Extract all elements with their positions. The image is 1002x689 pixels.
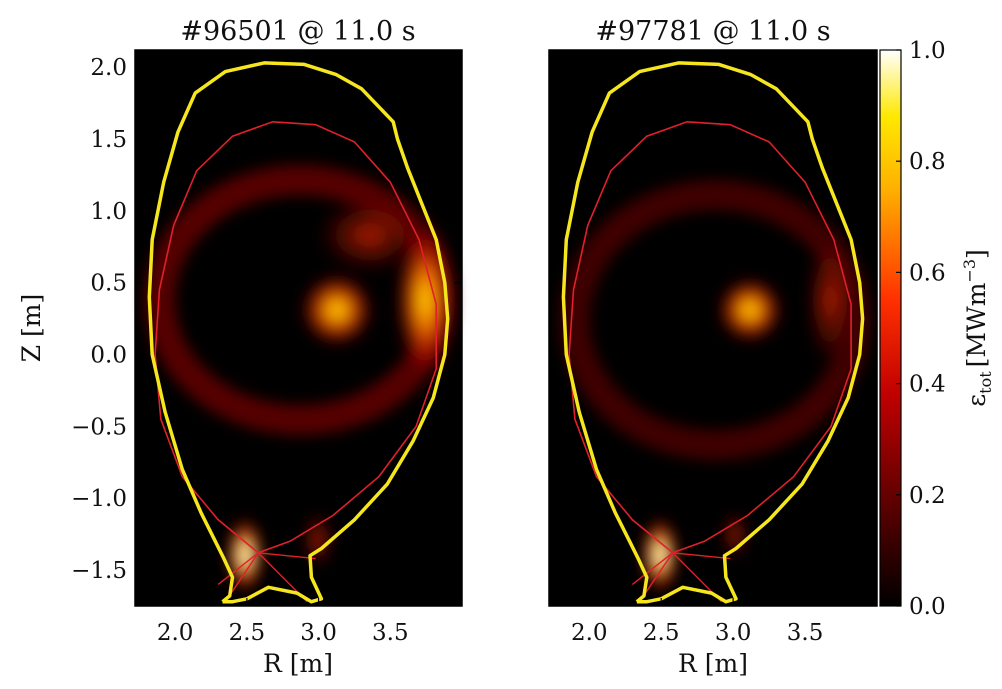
- panel-right: #97781 @ 11.0 s 2.0 2.5 3.0 3.5 R [m]: [548, 16, 878, 678]
- title-left: #96501 @ 11.0 s: [180, 16, 415, 47]
- xtick-label: 3.0: [300, 620, 337, 646]
- xtick-label: 2.0: [571, 620, 608, 646]
- colorbar: 1.0 0.8 0.6 0.4 0.2 0.0 εtot [MWm−3]: [879, 38, 995, 620]
- xtick-label: 2.5: [643, 620, 680, 646]
- colorbar-label-sup: −3: [960, 259, 979, 283]
- first-wall-line: [561, 61, 865, 604]
- colorbar-tick-label: 0.6: [909, 260, 946, 286]
- ylabel-left: Z [m]: [17, 294, 46, 363]
- ytick-label: 1.0: [90, 199, 127, 225]
- xlabel-left: R [m]: [263, 649, 333, 678]
- colorbar-label-unit: [MWm: [962, 282, 991, 367]
- xtick-label: 3.5: [372, 620, 409, 646]
- axes-frame-right: [548, 49, 878, 607]
- separatrix-leg-3: [672, 552, 731, 560]
- xticks-left: 2.0 2.5 3.0 3.5: [157, 50, 409, 646]
- xticks-right: 2.0 2.5 3.0 3.5: [571, 50, 823, 646]
- separatrix-leg-3: [258, 552, 316, 560]
- separatrix-line: [568, 120, 852, 554]
- xtick-label: 3.5: [787, 620, 824, 646]
- colorbar-label-main: ε: [962, 394, 991, 407]
- colorbar-tick-label: 0.8: [909, 149, 946, 175]
- ytick-label: −0.5: [71, 414, 127, 440]
- ytick-label: 1.5: [90, 127, 127, 153]
- colorbar-label: εtot [MWm−3]: [960, 249, 995, 407]
- overlays-left: [147, 61, 450, 604]
- colorbar-tick-label: 0.2: [909, 483, 946, 509]
- colorbar-label-sub: tot: [976, 371, 995, 394]
- colorbar-ticks: 1.0 0.8 0.6 0.4 0.2 0.0: [896, 38, 946, 620]
- separatrix-line: [154, 120, 438, 554]
- axes-frame-left: [134, 49, 463, 607]
- separatrix-leg-0: [631, 552, 674, 585]
- xlabel-right: R [m]: [678, 649, 748, 678]
- first-wall-line: [147, 61, 450, 604]
- panel-left: #96501 @ 11.0 s 2.0 2.5 3.0 3.5 2.0 1.5 1.0 0.…: [17, 16, 463, 678]
- colorbar-tick-label: 0.4: [909, 372, 946, 398]
- title-right: #97781 @ 11.0 s: [595, 16, 830, 47]
- ytick-label: −1.5: [71, 558, 127, 584]
- overlays-right: [561, 61, 865, 604]
- colorbar-label-close: ]: [962, 249, 991, 259]
- xtick-label: 3.0: [715, 620, 752, 646]
- colorbar-scale: [879, 49, 902, 607]
- yticks-left: 2.0 1.5 1.0 0.5 0.0 −0.5 −1.0 −1.5: [71, 55, 462, 584]
- colorbar-tick-label: 1.0: [909, 38, 946, 64]
- ytick-label: 0.5: [90, 271, 127, 297]
- xtick-label: 2.5: [229, 620, 266, 646]
- xtick-label: 2.0: [157, 620, 194, 646]
- ytick-label: 0.0: [90, 343, 127, 369]
- colorbar-tick-label: 0.0: [909, 594, 946, 620]
- ytick-label: 2.0: [90, 55, 127, 81]
- separatrix-leg-0: [217, 552, 259, 585]
- ytick-label: −1.0: [71, 486, 127, 512]
